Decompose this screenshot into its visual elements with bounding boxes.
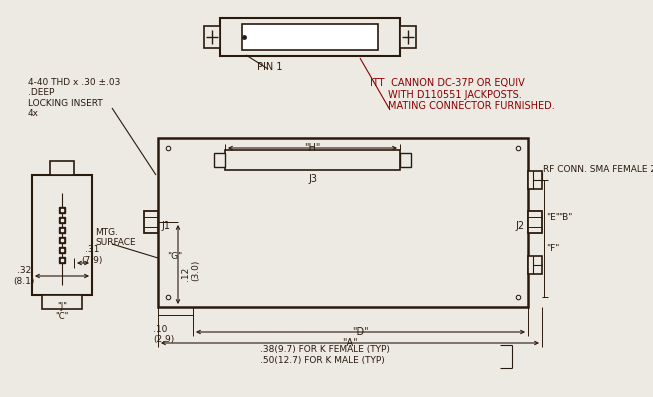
Text: "C": "C" <box>56 312 69 321</box>
Text: 4-40 THD x .30 ±.03
.DEEP
LOCKING INSERT
4x: 4-40 THD x .30 ±.03 .DEEP LOCKING INSERT… <box>28 78 120 118</box>
Bar <box>528 211 542 233</box>
Text: ITT: ITT <box>370 78 385 88</box>
Bar <box>50 161 74 175</box>
Text: PIN 1: PIN 1 <box>257 62 283 72</box>
Text: "H": "H" <box>304 143 321 153</box>
Text: .38(9.7) FOR K FEMALE (TYP): .38(9.7) FOR K FEMALE (TYP) <box>260 345 390 354</box>
Text: "J": "J" <box>57 302 67 311</box>
Text: MTG.
SURFACE: MTG. SURFACE <box>95 228 136 247</box>
Text: .50(12.7) FOR K MALE (TYP): .50(12.7) FOR K MALE (TYP) <box>260 356 385 365</box>
Text: J2: J2 <box>516 221 525 231</box>
Text: CANNON DC-37P OR EQUIV
WITH D110551 JACKPOSTS.
MATING CONNECTOR FURNISHED.: CANNON DC-37P OR EQUIV WITH D110551 JACK… <box>388 78 555 111</box>
Text: .10
(2.9): .10 (2.9) <box>153 325 174 345</box>
Bar <box>528 171 542 189</box>
Bar <box>242 24 378 50</box>
Bar <box>528 256 542 274</box>
Text: RF CONN. SMA FEMALE 2x: RF CONN. SMA FEMALE 2x <box>543 165 653 174</box>
Text: "F": "F" <box>546 244 560 253</box>
Bar <box>220 18 400 56</box>
Text: .31
(7.9): .31 (7.9) <box>82 245 103 265</box>
Bar <box>225 150 400 170</box>
Text: .12
(3.0): .12 (3.0) <box>181 260 200 281</box>
Text: "G": "G" <box>167 252 183 261</box>
Bar <box>144 211 158 233</box>
Bar <box>400 26 416 48</box>
Bar <box>400 153 411 167</box>
Text: "D": "D" <box>352 327 369 337</box>
Bar <box>204 26 220 48</box>
Text: "B": "B" <box>558 214 573 222</box>
Bar <box>32 175 92 295</box>
Text: J1: J1 <box>161 221 170 231</box>
Bar <box>42 295 82 309</box>
Text: J3: J3 <box>308 174 317 184</box>
Text: "E": "E" <box>546 214 560 222</box>
Text: .32
(8.1): .32 (8.1) <box>13 266 35 286</box>
Bar <box>158 138 528 307</box>
Bar <box>214 153 225 167</box>
Text: "A": "A" <box>342 338 358 348</box>
